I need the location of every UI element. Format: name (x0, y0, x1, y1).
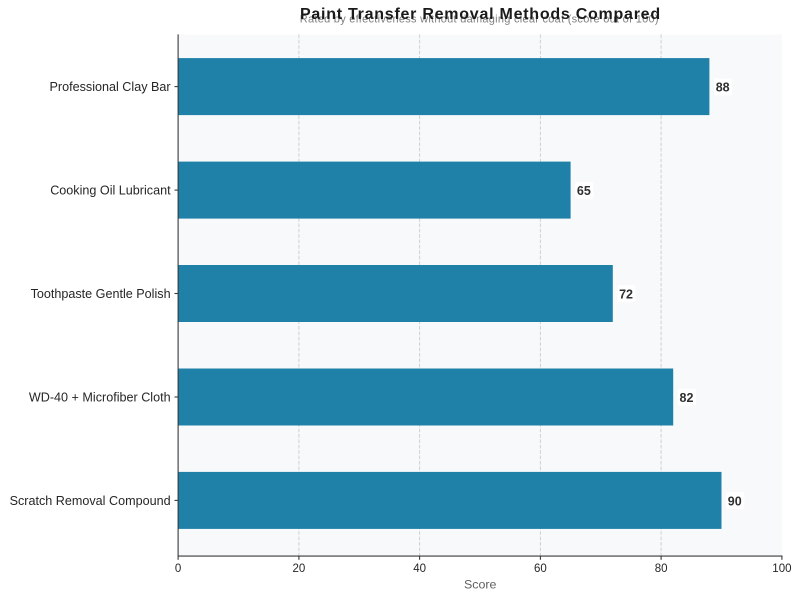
svg-text:72: 72 (619, 288, 633, 302)
svg-text:0: 0 (175, 563, 181, 575)
svg-text:88: 88 (716, 81, 730, 95)
svg-text:Paint Transfer Removal Methods: Paint Transfer Removal Methods Compared (300, 6, 661, 23)
svg-text:Cooking Oil Lubricant: Cooking Oil Lubricant (50, 183, 171, 197)
svg-text:80: 80 (655, 563, 668, 575)
svg-text:82: 82 (680, 391, 694, 405)
svg-text:WD-40 + Microfiber Cloth: WD-40 + Microfiber Cloth (29, 390, 171, 404)
svg-text:Toothpaste Gentle Polish: Toothpaste Gentle Polish (31, 287, 171, 301)
svg-text:65: 65 (577, 184, 591, 198)
svg-text:100: 100 (772, 563, 791, 575)
svg-text:40: 40 (413, 563, 426, 575)
svg-text:Rated by effectiveness without: Rated by effectiveness without damaging … (300, 14, 659, 26)
svg-text:60: 60 (534, 563, 547, 575)
svg-text:90: 90 (728, 494, 742, 508)
svg-text:Professional Clay Bar: Professional Clay Bar (50, 80, 171, 94)
svg-text:Scratch Removal Compound: Scratch Removal Compound (10, 494, 171, 508)
svg-text:20: 20 (293, 563, 306, 575)
svg-text:Score: Score (464, 578, 496, 592)
